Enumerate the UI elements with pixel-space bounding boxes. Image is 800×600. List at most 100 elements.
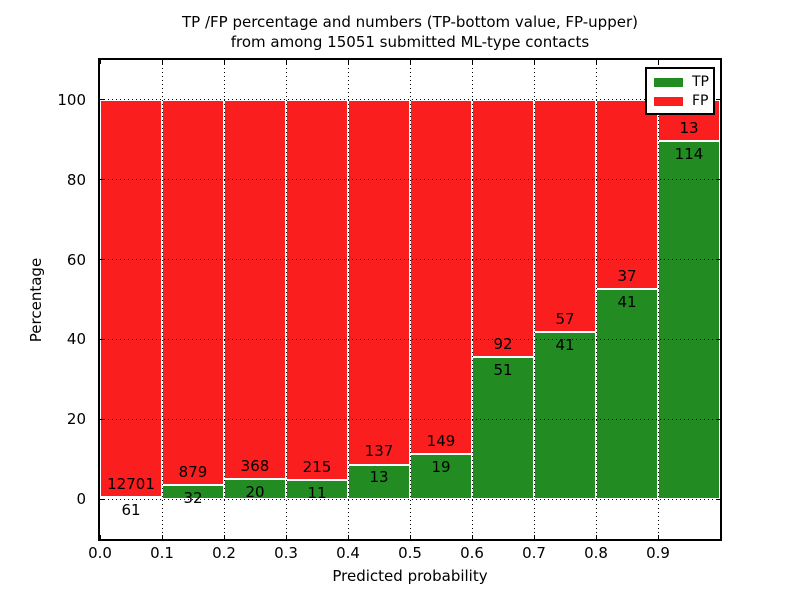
y-tick-left bbox=[100, 418, 104, 420]
vertical-gridline bbox=[409, 60, 411, 539]
tp-bar-segment bbox=[658, 140, 720, 500]
y-tick-left bbox=[100, 498, 104, 500]
y-tick-label: 80 bbox=[66, 170, 86, 189]
chart-title-line1: TP /FP percentage and numbers (TP-bottom… bbox=[182, 13, 638, 31]
vertical-gridline bbox=[223, 60, 225, 539]
chart-title: TP /FP percentage and numbers (TP-bottom… bbox=[100, 12, 720, 52]
fp-color-swatch bbox=[654, 97, 683, 106]
fp-count-label: 37 bbox=[617, 267, 637, 286]
fp-bar-segment bbox=[162, 99, 224, 486]
x-tick-top bbox=[223, 60, 225, 64]
vertical-gridline bbox=[595, 60, 597, 539]
y-tick-right bbox=[716, 338, 720, 340]
x-tick-bottom bbox=[285, 535, 287, 539]
vertical-gridline bbox=[347, 60, 349, 539]
x-tick-top bbox=[161, 60, 163, 64]
x-tick-bottom bbox=[223, 535, 225, 539]
y-tick-right bbox=[716, 259, 720, 261]
fp-count-label: 12701 bbox=[107, 475, 155, 494]
x-tick-top bbox=[471, 60, 473, 64]
fp-count-label: 879 bbox=[178, 463, 208, 482]
tp-count-label: 51 bbox=[493, 360, 513, 379]
tp-bar-segment bbox=[596, 289, 658, 500]
fp-count-label: 92 bbox=[493, 334, 513, 353]
y-axis-label: Percentage bbox=[27, 257, 45, 343]
y-tick-right bbox=[716, 498, 720, 500]
tp-count-label: 20 bbox=[245, 482, 265, 501]
tp-bar-segment bbox=[348, 464, 410, 500]
x-tick-bottom bbox=[161, 535, 163, 539]
x-axis-label: Predicted probability bbox=[332, 567, 488, 585]
x-tick-label: 0.2 bbox=[212, 544, 236, 562]
vertical-gridline bbox=[533, 60, 535, 539]
y-tick-right bbox=[716, 418, 720, 420]
x-tick-label: 0.5 bbox=[398, 544, 422, 562]
y-tick-left bbox=[100, 179, 104, 181]
fp-count-label: 215 bbox=[302, 457, 332, 476]
legend-label-fp: FP bbox=[692, 93, 709, 109]
plot-area: 12701 61 879 32 368 20 215 11 137 13 149 19 92 51 57 41… bbox=[99, 60, 720, 539]
x-tick-bottom bbox=[471, 535, 473, 539]
fp-bar-segment bbox=[472, 99, 534, 357]
x-tick-top bbox=[657, 60, 659, 64]
x-tick-label: 0.0 bbox=[88, 544, 112, 562]
fp-count-label: 137 bbox=[364, 442, 394, 461]
x-tick-bottom bbox=[99, 535, 101, 539]
tp-count-label: 61 bbox=[121, 501, 141, 520]
fp-count-label: 13 bbox=[679, 118, 699, 137]
x-tick-label: 0.8 bbox=[584, 544, 608, 562]
fp-bar-segment bbox=[596, 99, 658, 290]
tp-count-label: 114 bbox=[674, 144, 704, 163]
x-tick-bottom bbox=[533, 535, 535, 539]
y-tick-label: 0 bbox=[76, 490, 86, 509]
x-tick-label: 0.6 bbox=[460, 544, 484, 562]
chart-title-line2: from among 15051 submitted ML-type conta… bbox=[230, 33, 590, 51]
tp-color-swatch bbox=[654, 78, 683, 87]
x-tick-top bbox=[595, 60, 597, 64]
fp-bar-segment bbox=[286, 99, 348, 480]
vertical-gridline bbox=[285, 60, 287, 539]
legend: TP FP bbox=[645, 67, 715, 115]
vertical-gridline bbox=[161, 60, 163, 539]
x-tick-label: 0.1 bbox=[150, 544, 174, 562]
fp-bar-segment bbox=[410, 99, 472, 454]
tp-count-label: 19 bbox=[431, 457, 451, 476]
fp-bar-segment bbox=[348, 99, 410, 465]
x-tick-label: 0.4 bbox=[336, 544, 360, 562]
legend-entry-fp: FP bbox=[654, 92, 713, 111]
x-tick-label: 0.7 bbox=[522, 544, 546, 562]
x-tick-label: 0.9 bbox=[646, 544, 670, 562]
y-tick-right bbox=[716, 99, 720, 101]
x-tick-top bbox=[99, 60, 101, 64]
x-tick-bottom bbox=[409, 535, 411, 539]
y-tick-left bbox=[100, 338, 104, 340]
tp-count-label: 32 bbox=[183, 489, 203, 508]
x-tick-top bbox=[347, 60, 349, 64]
plot-frame bbox=[98, 58, 722, 541]
x-tick-top bbox=[533, 60, 535, 64]
x-tick-label: 0.3 bbox=[274, 544, 298, 562]
tp-count-label: 11 bbox=[307, 483, 327, 502]
x-tick-bottom bbox=[657, 535, 659, 539]
fp-count-label: 57 bbox=[555, 310, 575, 329]
y-tick-left bbox=[100, 259, 104, 261]
legend-label-tp: TP bbox=[692, 74, 709, 90]
fp-count-label: 149 bbox=[426, 431, 456, 450]
tp-count-label: 13 bbox=[369, 468, 389, 487]
x-tick-top bbox=[409, 60, 411, 64]
y-tick-label: 100 bbox=[57, 90, 86, 109]
fp-bar-segment bbox=[100, 99, 162, 498]
y-tick-right bbox=[716, 179, 720, 181]
x-tick-top bbox=[285, 60, 287, 64]
tp-count-label: 41 bbox=[555, 336, 575, 355]
y-tick-left bbox=[100, 99, 104, 101]
fp-count-label: 368 bbox=[240, 456, 270, 475]
tp-bar-segment bbox=[534, 332, 596, 500]
x-tick-bottom bbox=[347, 535, 349, 539]
fp-bar-segment bbox=[534, 99, 596, 333]
vertical-gridline bbox=[471, 60, 473, 539]
y-tick-label: 20 bbox=[66, 410, 86, 429]
y-tick-label: 40 bbox=[66, 330, 86, 349]
vertical-gridline bbox=[657, 60, 659, 539]
